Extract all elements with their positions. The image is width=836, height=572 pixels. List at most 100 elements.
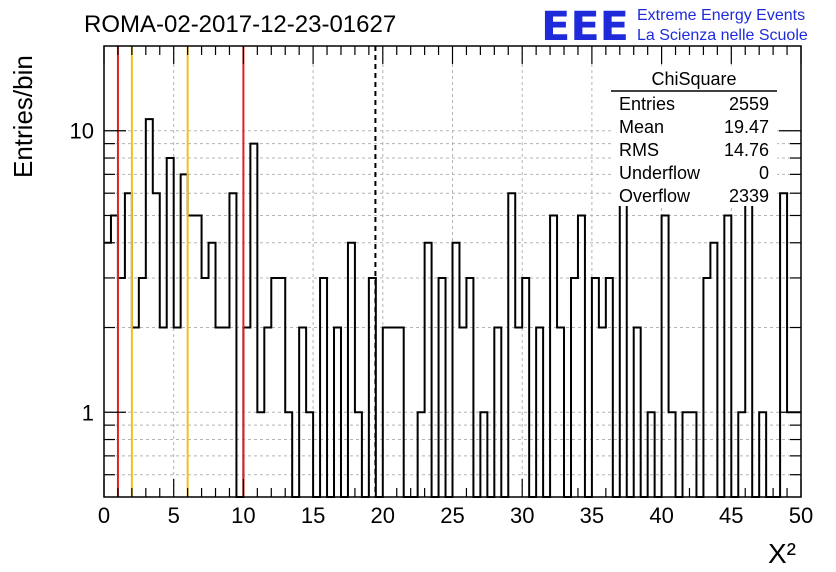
histogram-bin — [780, 193, 787, 497]
stats-value-entries: 2559 — [729, 94, 769, 114]
histogram-bin — [418, 412, 425, 497]
histogram-bin — [229, 193, 236, 497]
histogram-bin — [515, 328, 522, 497]
histogram-bin — [209, 243, 216, 497]
histogram-bin — [453, 243, 460, 497]
histogram-bin — [222, 328, 229, 497]
stats-value-rms: 14.76 — [724, 140, 769, 160]
x-tick-label: 50 — [789, 503, 813, 528]
histogram-bin — [480, 412, 487, 497]
histogram-bin — [383, 328, 390, 497]
stats-box-background — [611, 66, 777, 206]
histogram-bin — [738, 412, 745, 497]
histogram-bin — [348, 243, 355, 497]
stats-label-rms: RMS — [619, 140, 659, 160]
stats-title: ChiSquare — [651, 69, 736, 89]
y-tick-label: 1 — [82, 400, 94, 425]
histogram-bin — [174, 328, 181, 497]
x-tick-label: 30 — [510, 503, 534, 528]
y-tick-label: 10 — [70, 119, 94, 144]
logo-mark: EEE — [541, 4, 629, 50]
histogram-bin — [571, 278, 578, 497]
histogram-bin — [264, 328, 271, 497]
stats-value-overflow: 2339 — [729, 186, 769, 206]
histogram-bin — [320, 278, 327, 497]
x-tick-label: 20 — [371, 503, 395, 528]
histogram-bin — [662, 215, 669, 497]
stats-label-overflow: Overflow — [619, 186, 691, 206]
histogram-bin — [578, 215, 585, 497]
histogram-bin — [160, 328, 167, 497]
histogram-bin — [759, 412, 766, 497]
histogram-bin — [111, 215, 118, 497]
logo-line-2: La Scienza nelle Scuole — [637, 27, 808, 44]
x-tick-label: 40 — [649, 503, 673, 528]
histogram-bin — [257, 412, 264, 497]
histogram-bin — [494, 328, 501, 497]
stats-label-underflow: Underflow — [619, 163, 701, 183]
histogram-bin — [181, 174, 188, 497]
histogram-bin — [355, 412, 362, 497]
histogram-bin — [397, 328, 404, 497]
histogram-bin — [139, 278, 146, 497]
histogram-bin — [703, 278, 710, 497]
histogram-bin — [202, 278, 209, 497]
x-tick-label: 5 — [168, 503, 180, 528]
histogram-bin — [459, 328, 466, 497]
histogram-bin — [620, 193, 627, 497]
histogram-bin — [466, 278, 473, 497]
histogram-bin — [299, 328, 306, 497]
histogram-bin — [710, 243, 717, 497]
x-tick-label: 0 — [98, 503, 110, 528]
stats-label-entries: Entries — [619, 94, 675, 114]
histogram-bin — [550, 215, 557, 497]
y-axis-label: Entries/bin — [8, 55, 38, 178]
stats-label-mean: Mean — [619, 117, 664, 137]
logo-line-1: Extreme Energy Events — [637, 7, 805, 24]
histogram-bin — [132, 328, 139, 497]
histogram-bin — [599, 328, 606, 497]
x-tick-label: 10 — [231, 503, 255, 528]
histogram-bin — [250, 144, 257, 497]
axis-ticks: 0 5 10 15 20 25 30 35 40 45 50 1 10 — [70, 46, 813, 528]
histogram-bin — [557, 328, 564, 497]
x-tick-label: 35 — [580, 503, 604, 528]
eee-logo: EEE Extreme Energy Events La Scienza nel… — [541, 4, 808, 50]
histogram-bin — [306, 412, 313, 497]
histogram-bin — [146, 119, 153, 497]
marker-lines — [116, 46, 377, 497]
histogram-bin — [606, 278, 613, 497]
histogram-bin — [745, 193, 752, 497]
histogram-bin — [216, 328, 223, 497]
x-tick-label: 25 — [440, 503, 464, 528]
histogram-bin — [508, 193, 515, 497]
histogram-bin — [689, 412, 696, 497]
chart-title: ROMA-02-2017-12-23-01627 — [84, 11, 396, 38]
x-tick-label: 15 — [301, 503, 325, 528]
histogram-bin — [648, 412, 655, 497]
histogram-bin — [592, 278, 599, 497]
histogram-bin — [334, 328, 341, 497]
histogram-bin — [125, 193, 132, 497]
histogram-bin — [522, 278, 529, 497]
x-axis-label: X² — [768, 538, 796, 569]
histogram-bin — [536, 328, 543, 497]
histogram-bin — [285, 412, 292, 497]
stats-box: ChiSquare Entries 2559 Mean 19.47 RMS 14… — [611, 66, 777, 206]
histogram-bin — [278, 278, 285, 497]
histogram-bin — [425, 243, 432, 497]
histogram-bin — [104, 243, 111, 497]
histogram-bin — [390, 328, 397, 497]
histogram-bin — [724, 215, 731, 497]
stats-value-mean: 19.47 — [724, 117, 769, 137]
histogram-bin — [153, 193, 160, 497]
histogram-bin — [188, 215, 195, 497]
histogram-bin — [439, 278, 446, 497]
histogram-bin — [634, 328, 641, 497]
histogram-bin — [669, 412, 676, 497]
histogram-bin — [243, 328, 250, 497]
x-tick-label: 45 — [719, 503, 743, 528]
histogram-bin — [195, 215, 202, 497]
histogram-bin — [683, 412, 690, 497]
